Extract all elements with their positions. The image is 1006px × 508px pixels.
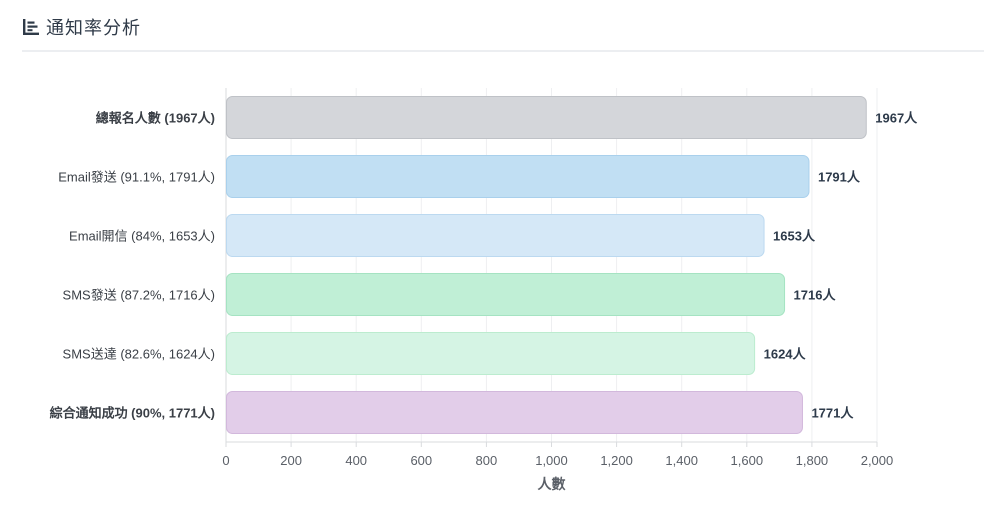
data-label: 1624人: [764, 347, 807, 362]
x-tick-label: 800: [476, 453, 498, 468]
category-label: Email開信 (84%, 1653人): [69, 229, 215, 244]
category-label: 總報名人數 (1967人): [96, 111, 215, 126]
bar: [226, 332, 756, 375]
category-label: SMS送達 (82.6%, 1624人): [63, 347, 215, 362]
x-tick-label: 200: [280, 453, 302, 468]
data-label: 1716人: [794, 288, 837, 303]
category-label: SMS發送 (87.2%, 1716人): [63, 288, 215, 303]
panel-title: 通知率分析: [46, 18, 141, 38]
x-tick-label: 400: [345, 453, 367, 468]
x-tick-label: 2,000: [861, 453, 894, 468]
category-label: Email發送 (91.1%, 1791人): [58, 170, 215, 185]
x-tick-label: 600: [410, 453, 432, 468]
bar: [226, 155, 810, 198]
data-label: 1771人: [811, 406, 854, 421]
x-tick-label: 1,200: [600, 453, 633, 468]
panel-header: 通知率分析: [22, 14, 141, 40]
x-tick-label: 1,000: [535, 453, 568, 468]
x-axis-title: 人數: [538, 476, 566, 492]
x-tick-label: 1,800: [796, 453, 829, 468]
data-label: 1653人: [773, 229, 816, 244]
data-label: 1967人: [875, 111, 918, 126]
bar: [226, 96, 867, 139]
x-tick-label: 1,600: [731, 453, 764, 468]
bar-chart-icon: [23, 19, 39, 35]
bar: [226, 214, 765, 257]
x-tick-label: 1,400: [665, 453, 698, 468]
data-label: 1791人: [818, 170, 861, 185]
category-label: 綜合通知成功 (90%, 1771人): [50, 406, 215, 421]
x-tick-label: 0: [222, 453, 229, 468]
bar: [226, 391, 803, 434]
header-divider: [22, 50, 984, 52]
bar: [226, 273, 786, 316]
